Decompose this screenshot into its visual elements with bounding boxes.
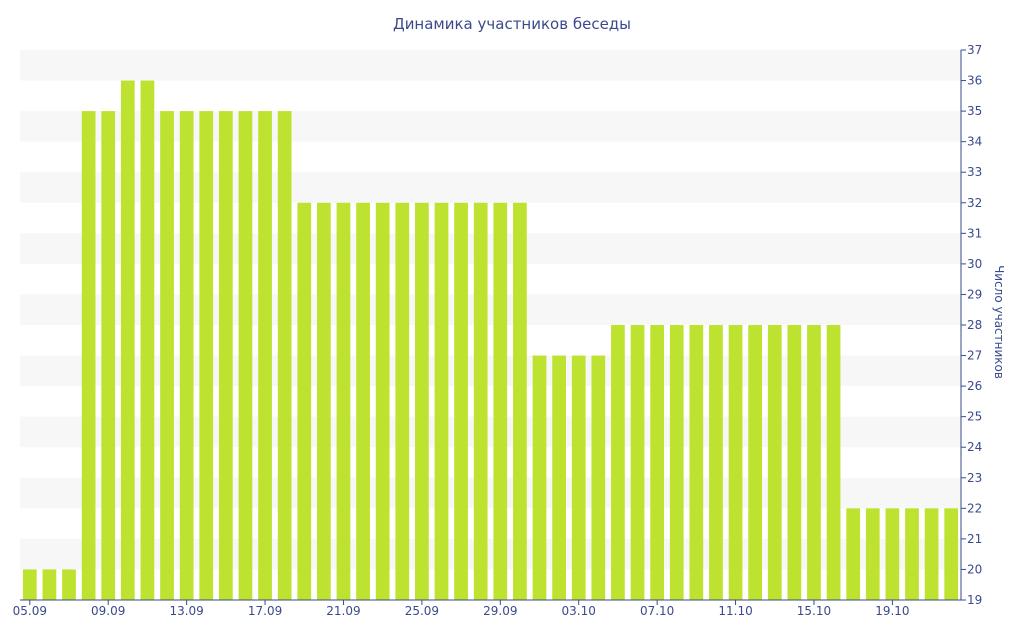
grid-band [20,355,961,387]
bar [81,111,96,600]
bar [924,508,939,600]
bar [120,80,135,601]
y-tick-label: 25 [967,410,982,424]
bar [748,325,763,600]
y-tick-label: 20 [967,562,982,576]
bar [630,325,645,600]
bars-group [22,80,959,601]
y-axis-label: Число участников [992,265,1006,379]
x-tick-label: 07.10 [640,604,674,618]
bar [277,111,292,600]
x-tick-label: 09.09 [91,604,125,618]
bar [611,325,625,600]
bar [728,325,743,600]
bar [101,111,116,600]
x-tick-label: 11.10 [718,604,752,618]
bar [571,355,586,600]
y-tick-label: 22 [967,501,982,515]
y-tick-label: 28 [967,318,982,332]
bar [650,325,664,600]
y-tick-label: 30 [967,257,982,271]
y-tick-label: 19 [967,593,982,607]
bar [787,325,802,600]
bar [415,202,429,600]
y-tick-label: 32 [967,196,982,210]
bar [826,325,841,600]
bar [375,202,390,600]
y-tick-label: 24 [967,440,982,454]
bar [767,325,782,600]
grid-bands [20,50,961,570]
bar [454,202,468,600]
x-tick-label: 17.09 [248,604,282,618]
bar [258,111,272,600]
x-tick-label: 19.10 [875,604,909,618]
bar [140,80,155,601]
bar [807,325,821,600]
bar [846,508,861,600]
x-tick-label: 05.09 [13,604,47,618]
y-tick-label: 34 [967,135,982,149]
bar [395,202,410,600]
grid-band [20,538,961,570]
y-tick-label: 33 [967,165,982,179]
x-tick-label: 29.09 [483,604,517,618]
grid-band [20,50,961,81]
y-tick-label: 37 [967,43,982,57]
x-tick-label: 03.10 [562,604,596,618]
y-tick-label: 26 [967,379,982,393]
y-tick-label: 35 [967,104,982,118]
bar [591,355,606,600]
bar [160,111,174,600]
y-tick-label: 31 [967,226,982,240]
chart-title: Динамика участников беседы [393,15,631,33]
bar [22,569,37,600]
bar [336,202,351,600]
x-tick-label: 13.09 [169,604,203,618]
bar [62,569,76,600]
bar [317,202,331,600]
bar [689,325,704,600]
grid-band [20,172,961,203]
bar [297,202,312,600]
y-tick-label: 29 [967,287,982,301]
bar [218,111,233,600]
bar [709,325,723,600]
bar [238,111,253,600]
grid-band [20,233,961,264]
bar [552,355,566,600]
bar [179,111,194,600]
bar [199,111,214,600]
bar [669,325,684,600]
bar [434,202,449,600]
bar [513,202,527,600]
bar [473,202,488,600]
grid-band [20,477,961,509]
x-tick-label: 25.09 [405,604,439,618]
y-tick-label: 27 [967,349,982,363]
grid-band [20,111,961,142]
y-tick-label: 36 [967,74,982,88]
x-tick-label: 21.09 [326,604,360,618]
bar [356,202,370,600]
y-tick-label: 21 [967,532,982,546]
bar [905,508,919,600]
x-tick-label: 15.10 [797,604,831,618]
grid-band [20,416,961,448]
bar [865,508,880,600]
axes-group: 19 20 21 22 23 24 25 26 27 28 29 30 31 32 33 34 35 36 37 05… [13,43,983,618]
bar [42,569,57,600]
grid-band [20,294,961,325]
bar [944,508,959,600]
bar [885,508,900,600]
bar [493,202,508,600]
bar [532,355,547,600]
y-tick-label: 23 [967,471,982,485]
